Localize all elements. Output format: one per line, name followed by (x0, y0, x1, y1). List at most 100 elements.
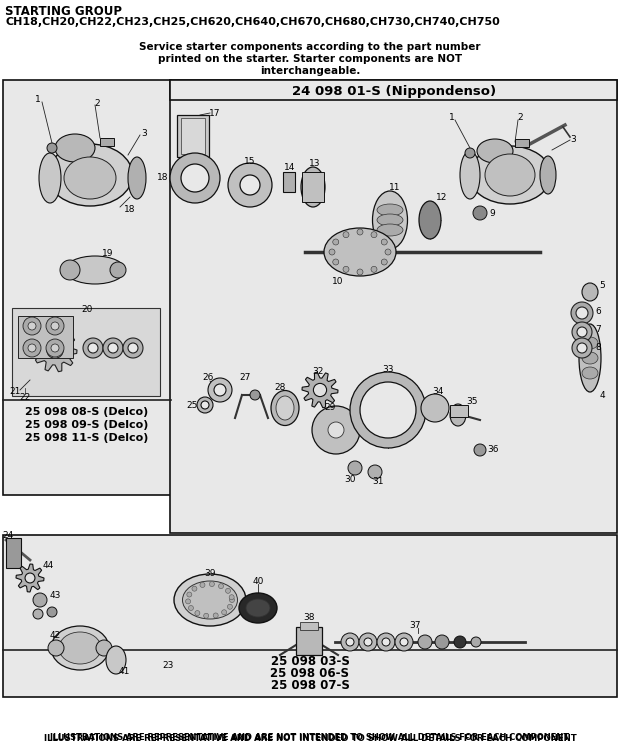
Ellipse shape (469, 146, 551, 204)
Text: 25: 25 (187, 401, 198, 410)
Circle shape (48, 640, 64, 656)
Bar (6, 538, 21, 568)
Ellipse shape (450, 404, 466, 426)
Text: 21: 21 (9, 387, 20, 397)
Ellipse shape (377, 204, 403, 216)
Circle shape (343, 266, 349, 272)
Circle shape (204, 613, 209, 618)
Bar (181, 118, 205, 154)
Circle shape (23, 317, 41, 335)
Circle shape (471, 637, 481, 647)
Text: 25 098 07-S: 25 098 07-S (270, 679, 350, 692)
Ellipse shape (477, 139, 513, 163)
Circle shape (226, 589, 231, 593)
Circle shape (46, 339, 64, 357)
Ellipse shape (246, 599, 270, 617)
Text: 15: 15 (244, 157, 255, 166)
Circle shape (577, 327, 587, 337)
Circle shape (23, 339, 41, 357)
Ellipse shape (582, 367, 598, 379)
Circle shape (348, 461, 362, 475)
Circle shape (228, 604, 232, 609)
Ellipse shape (485, 154, 535, 196)
Circle shape (110, 262, 126, 278)
Text: 10: 10 (332, 278, 343, 286)
Circle shape (572, 322, 592, 342)
Circle shape (108, 343, 118, 353)
Circle shape (28, 344, 36, 352)
Circle shape (250, 390, 260, 400)
Text: 37: 37 (409, 621, 421, 630)
Circle shape (28, 322, 36, 330)
Ellipse shape (276, 396, 294, 420)
Circle shape (329, 249, 335, 255)
Circle shape (192, 586, 197, 591)
Bar (300, 622, 318, 630)
Text: 35: 35 (466, 398, 478, 407)
Text: printed on the starter. Starter components are NOT: printed on the starter. Starter componen… (158, 54, 462, 64)
Circle shape (328, 422, 344, 438)
Text: 24: 24 (2, 530, 14, 539)
Circle shape (96, 640, 112, 656)
Text: 42: 42 (50, 630, 61, 639)
Circle shape (33, 593, 47, 607)
Circle shape (364, 638, 372, 646)
Ellipse shape (106, 646, 126, 674)
Bar (170, 80, 617, 533)
Circle shape (83, 338, 103, 358)
Circle shape (197, 397, 213, 413)
Ellipse shape (324, 228, 396, 276)
Circle shape (474, 444, 486, 456)
Circle shape (371, 232, 377, 238)
Circle shape (381, 259, 388, 265)
Text: 40: 40 (252, 577, 264, 586)
Circle shape (572, 338, 592, 358)
Circle shape (454, 636, 466, 648)
Text: 8: 8 (595, 342, 601, 351)
Text: 25 098 08-S (Delco): 25 098 08-S (Delco) (25, 407, 149, 417)
Circle shape (128, 343, 138, 353)
Text: 2: 2 (517, 113, 523, 122)
Circle shape (381, 239, 388, 245)
Circle shape (385, 249, 391, 255)
Circle shape (47, 143, 57, 153)
Circle shape (221, 609, 227, 615)
Circle shape (435, 635, 449, 649)
Circle shape (195, 611, 200, 615)
Text: 9: 9 (489, 208, 495, 218)
Text: 3: 3 (570, 136, 576, 145)
Circle shape (577, 343, 587, 353)
Circle shape (240, 175, 260, 195)
Text: 30: 30 (344, 475, 356, 484)
Text: Service starter components according to the part number: Service starter components according to … (140, 42, 480, 52)
Text: 5: 5 (599, 280, 605, 289)
Text: CH18,CH20,CH22,CH23,CH25,CH620,CH640,CH670,CH680,CH730,CH740,CH750: CH18,CH20,CH22,CH23,CH25,CH620,CH640,CH6… (5, 17, 500, 27)
Text: 32: 32 (312, 368, 324, 377)
Circle shape (229, 598, 234, 603)
Circle shape (181, 164, 209, 192)
Bar (3, 80, 171, 495)
Text: 18: 18 (157, 174, 169, 183)
Ellipse shape (301, 167, 325, 207)
Ellipse shape (373, 191, 407, 249)
Text: 24 098 01-S (Nippondenso): 24 098 01-S (Nippondenso) (292, 84, 496, 98)
Circle shape (341, 633, 359, 651)
Circle shape (60, 260, 80, 280)
Text: 22: 22 (19, 392, 30, 401)
Ellipse shape (582, 337, 598, 349)
Ellipse shape (174, 574, 246, 626)
Circle shape (103, 338, 123, 358)
Text: 44: 44 (42, 560, 53, 569)
Circle shape (576, 307, 588, 319)
Circle shape (473, 206, 487, 220)
Text: 2: 2 (94, 98, 100, 107)
Text: 25 098 09-S (Delco): 25 098 09-S (Delco) (25, 420, 149, 430)
Circle shape (465, 148, 475, 158)
Circle shape (123, 338, 143, 358)
Circle shape (357, 229, 363, 235)
Circle shape (210, 582, 215, 586)
Bar (283, 172, 295, 192)
Text: 36: 36 (487, 445, 498, 454)
Text: 19: 19 (102, 249, 113, 259)
Ellipse shape (55, 134, 95, 162)
